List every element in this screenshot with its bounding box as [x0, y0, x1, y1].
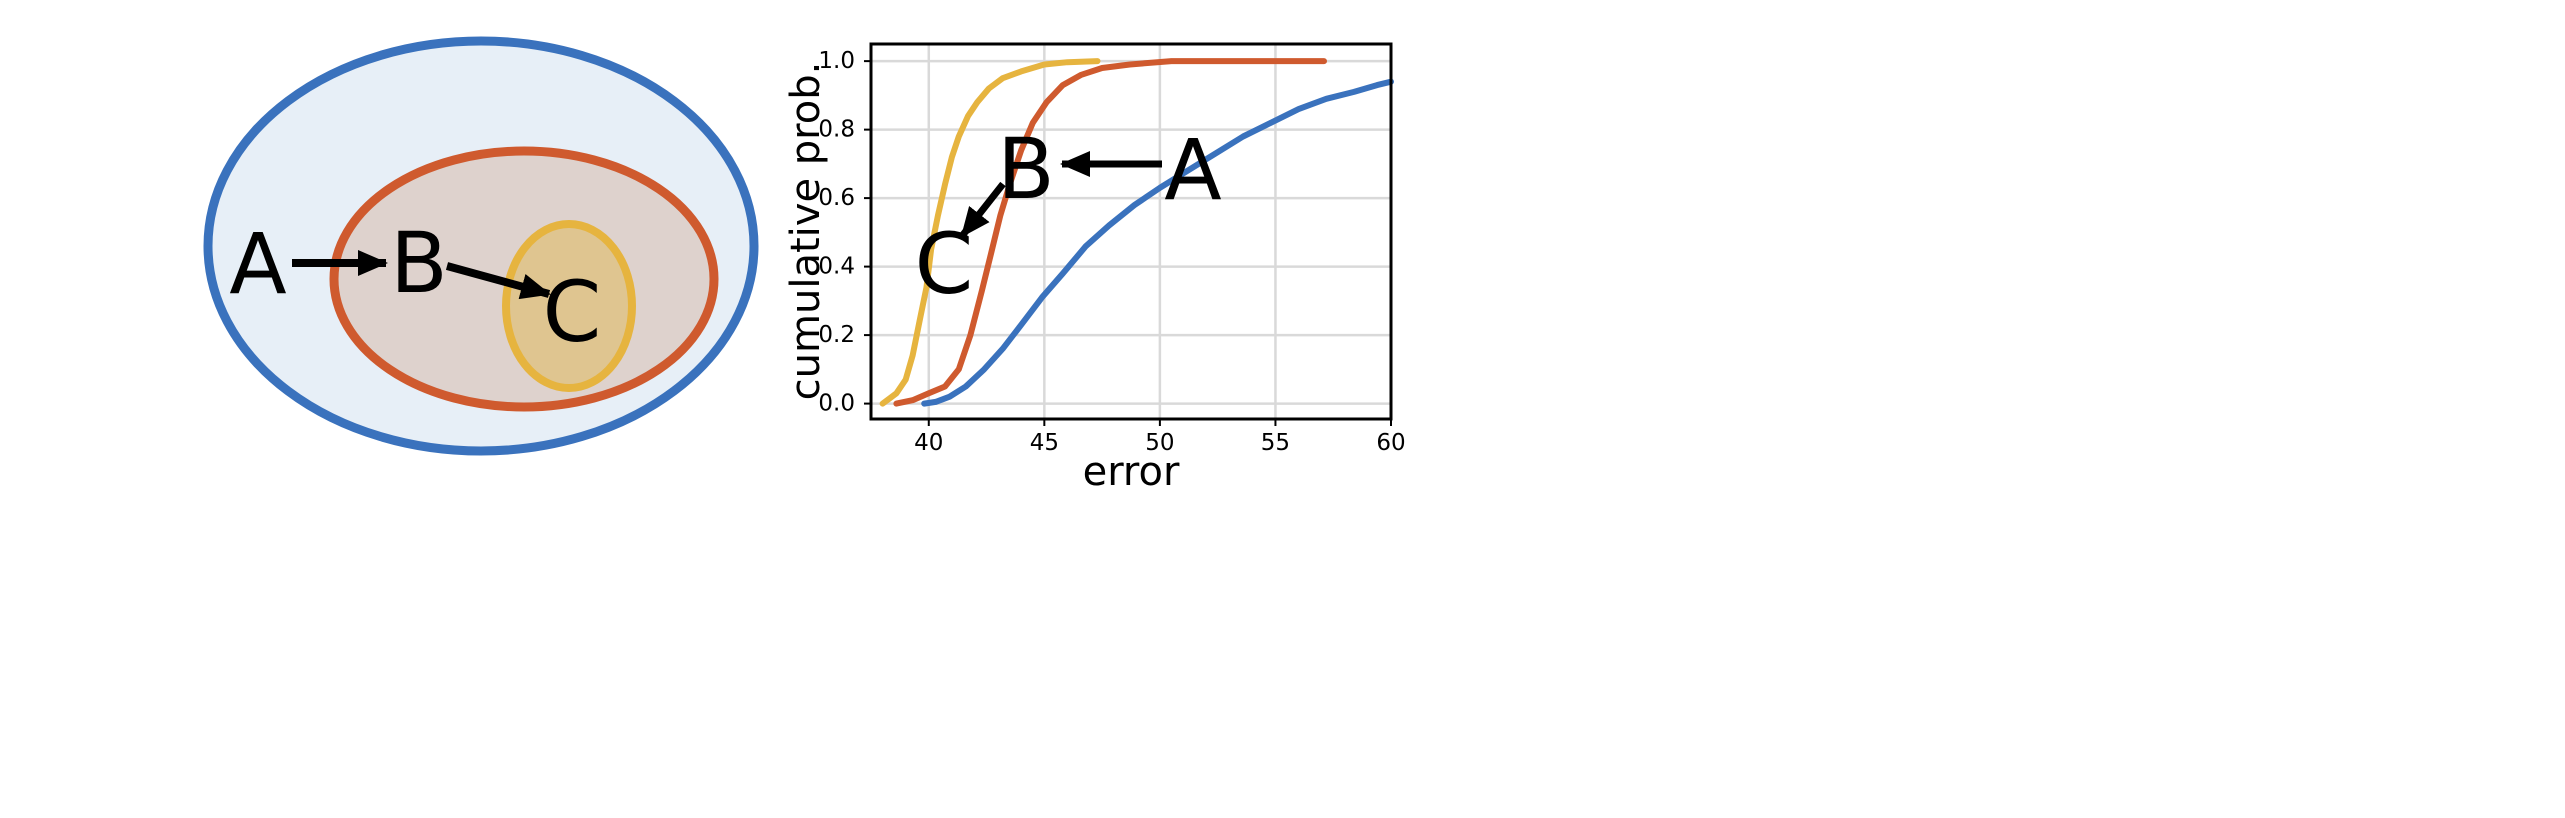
y-tick-label: 0.8 [818, 117, 855, 143]
y-tick-label: 1.0 [818, 48, 855, 74]
set-c-ellipse [502, 220, 636, 392]
y-tick-label: 0.0 [818, 391, 855, 417]
chart-arrow-b-to-c [959, 181, 1006, 239]
chart-label-b: B [997, 120, 1055, 218]
plot-frame [869, 42, 1393, 421]
y-tick-label: 0.4 [818, 254, 855, 280]
x-tick-label: 55 [1261, 430, 1290, 456]
series-line-c [879, 58, 1101, 407]
y-tick-label: 0.2 [818, 322, 855, 348]
x-tick-label: 50 [1145, 430, 1174, 456]
venn-diagram: A B C [203, 36, 759, 456]
series-line-a [921, 78, 1394, 407]
x-tick-label: 45 [1030, 430, 1059, 456]
x-tick-label: 60 [1376, 430, 1405, 456]
chart-label-a: A [1164, 121, 1221, 219]
cdf-chart: 40 45 50 55 60 0.0 0.2 0.4 0.6 0.8 1.0 error cumul… [783, 42, 1406, 495]
chart-ticks: 40 45 50 55 60 0.0 0.2 0.4 0.6 0.8 1.0 [818, 48, 1405, 456]
x-tick-label: 40 [914, 430, 943, 456]
arrow-b-to-c [445, 262, 551, 300]
x-axis-title: error [1083, 449, 1180, 495]
y-tick-label: 0.6 [818, 185, 855, 211]
diagram-label-c: C [543, 263, 602, 361]
chart-label-c: C [915, 215, 974, 313]
diagram-label-a: A [229, 215, 286, 313]
y-axis-title: cumulative prob. [783, 62, 829, 401]
diagram-label-b: B [390, 214, 448, 312]
chart-series [879, 58, 1394, 407]
series-line-b [893, 58, 1327, 407]
